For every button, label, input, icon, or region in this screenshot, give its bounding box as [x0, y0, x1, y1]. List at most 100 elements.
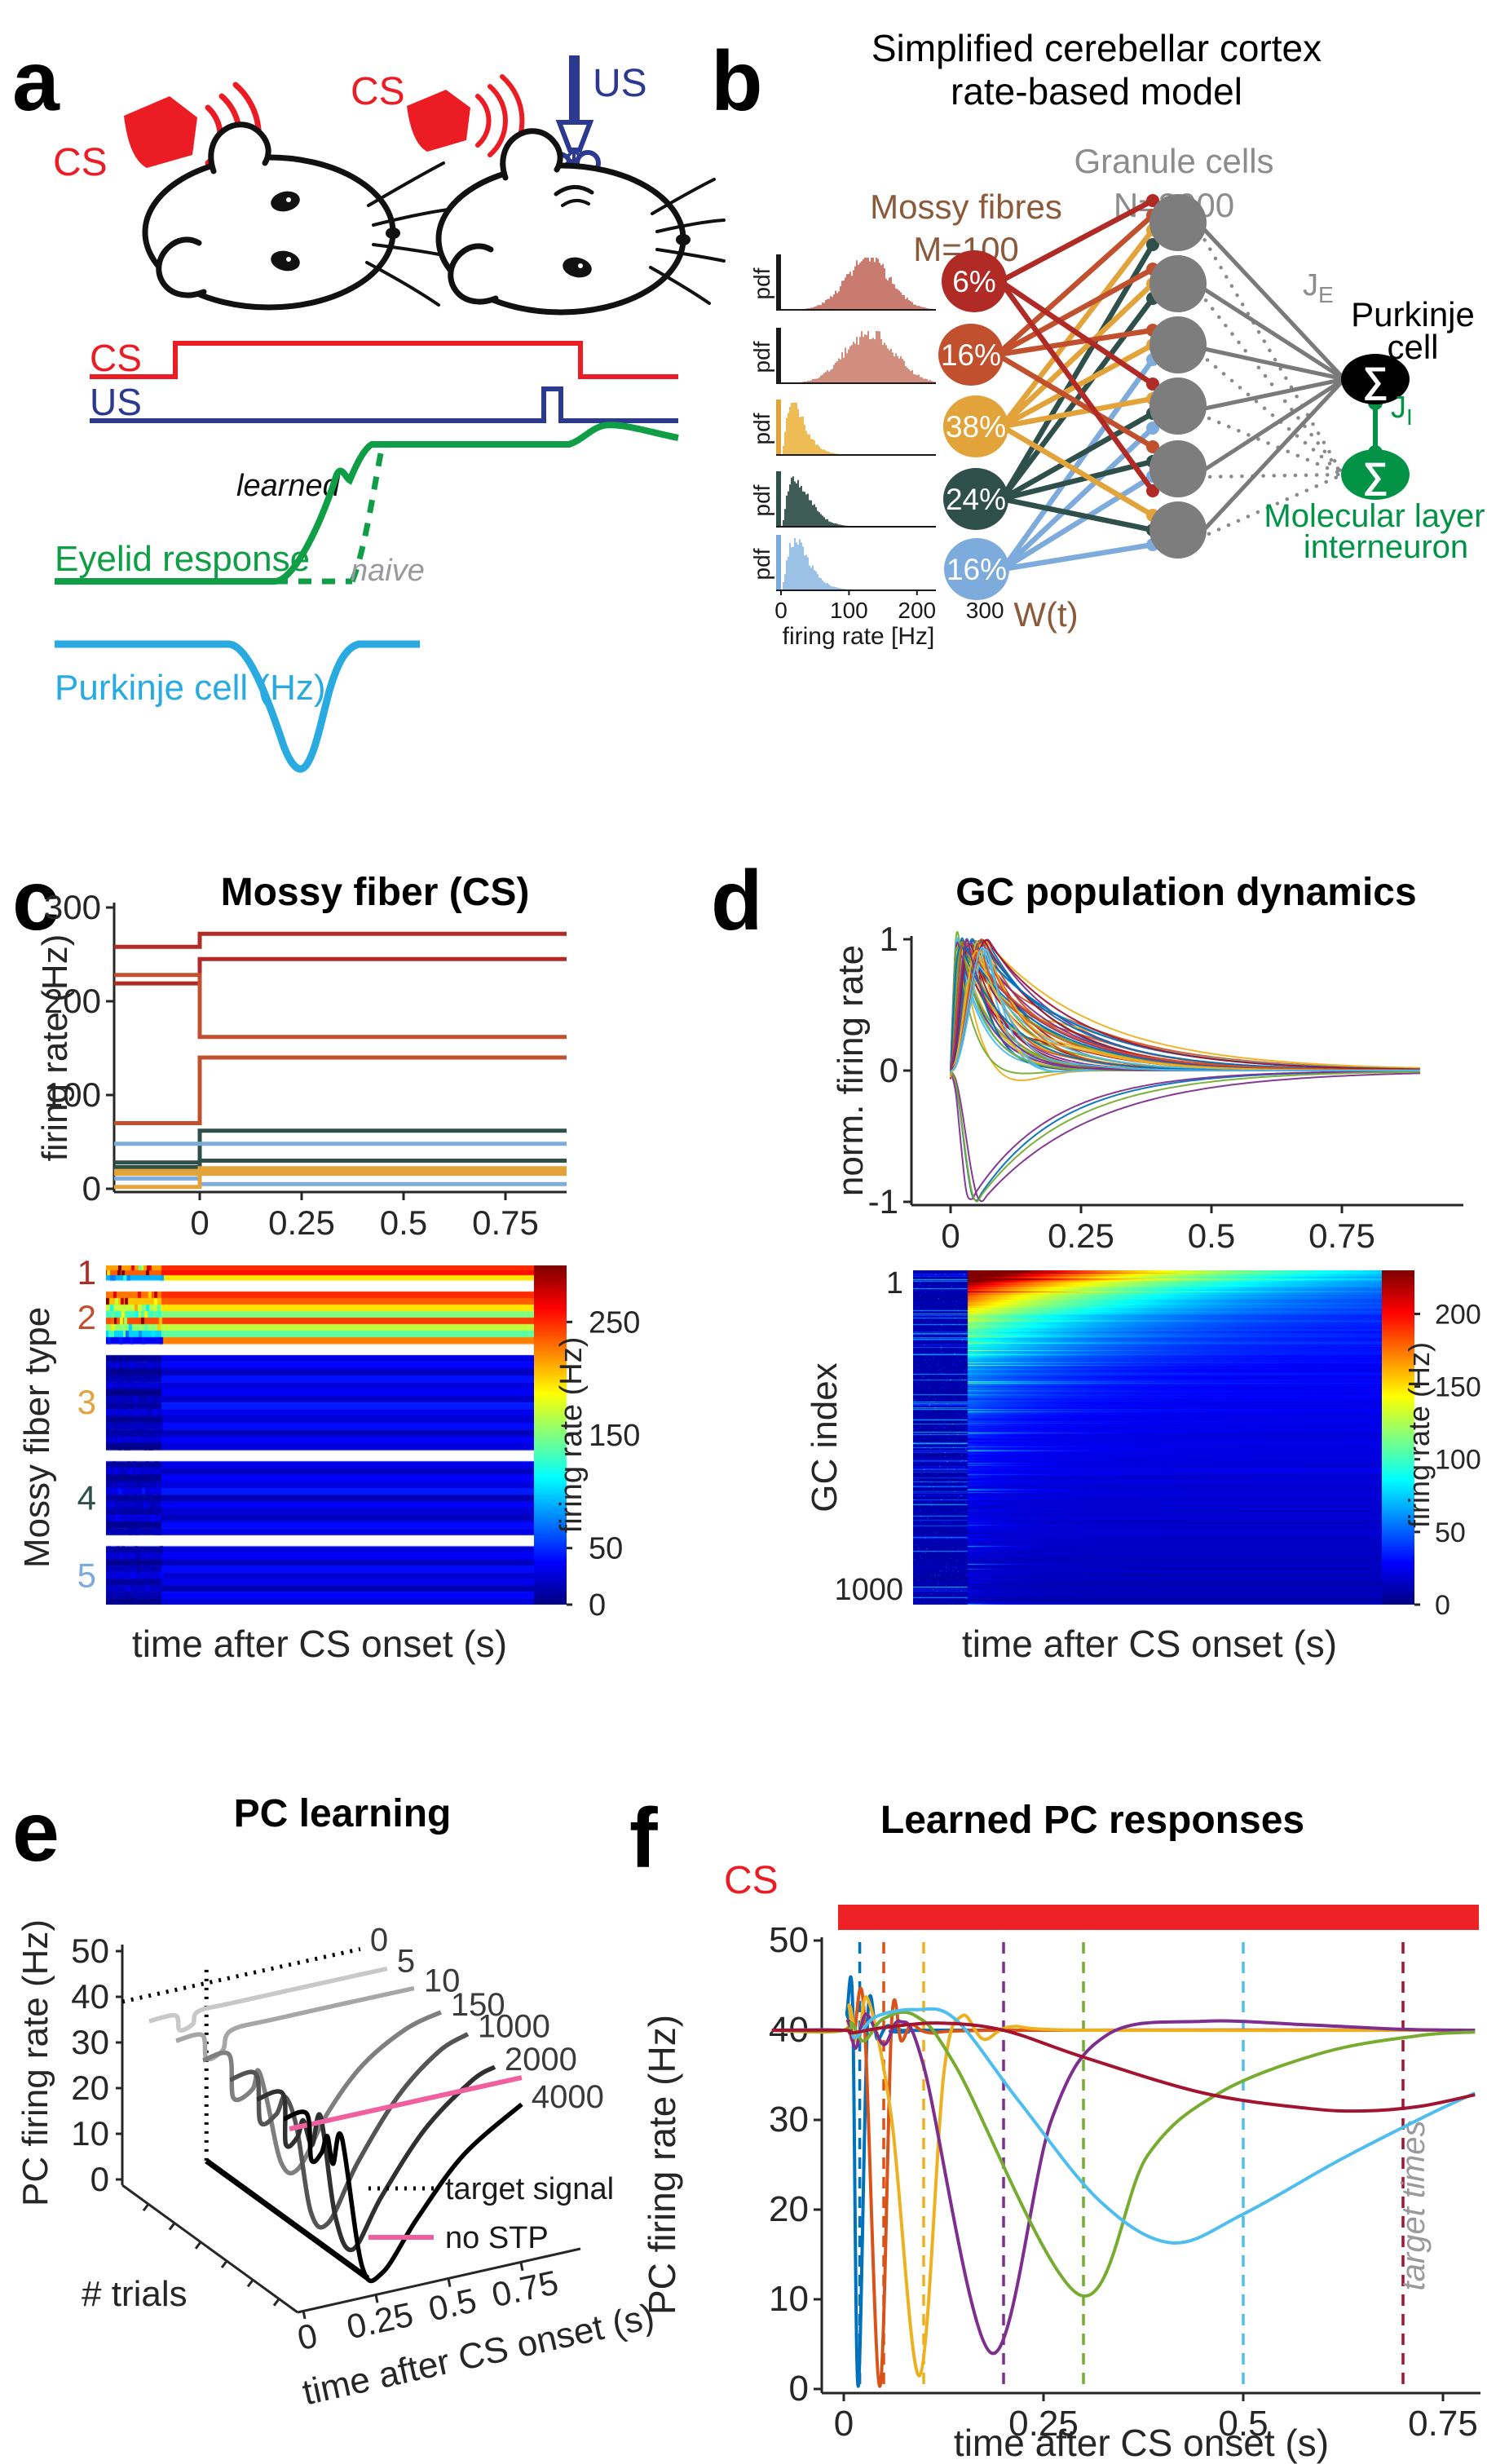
- svg-text:5: 5: [397, 1943, 415, 1979]
- eyelid-naive-trace: [275, 453, 384, 585]
- learned-pc-trace: [771, 2007, 1476, 2245]
- panel-b-title-2: rate-based model: [951, 70, 1242, 113]
- svg-text:1: 1: [886, 1266, 903, 1300]
- svg-text:50: 50: [769, 1920, 809, 1960]
- panel-d-letter: d: [711, 854, 763, 948]
- mossy-fiber-node: [943, 395, 1008, 457]
- panel-f-letter: f: [629, 1791, 658, 1886]
- mossy-fiber-percentage: 6%: [952, 265, 995, 298]
- svg-text:200: 200: [898, 598, 936, 623]
- cs-trace: [90, 341, 678, 379]
- learned-label: learned: [236, 469, 342, 503]
- svg-text:firing rate (Hz): firing rate (Hz): [1402, 1342, 1436, 1528]
- gc-heatmap-labels: 1 1000 GC index time after CS onset (s) 0 50 1…: [805, 1266, 1481, 1665]
- pc-learning-trace: [283, 2102, 523, 2284]
- svg-text:200: 200: [44, 982, 101, 1020]
- svg-text:2000: 2000: [505, 2042, 577, 2078]
- svg-text:250: 250: [589, 1305, 640, 1340]
- svg-text:0.25: 0.25: [268, 1203, 335, 1242]
- svg-text:0: 0: [589, 1588, 606, 1623]
- mossy-heatmap-colorbar: [534, 1265, 567, 1605]
- weight-label: W(t): [1013, 595, 1078, 634]
- svg-text:0.75: 0.75: [1308, 1217, 1375, 1255]
- network-diagram: 6% 16% 38% 24% 16% ∑ ∑: [938, 194, 1410, 600]
- granule-cell-node: [1149, 255, 1207, 312]
- learned-pc-trace: [771, 1986, 1476, 2388]
- svg-text:0: 0: [880, 1051, 898, 1089]
- svg-text:0: 0: [774, 598, 788, 623]
- cs-speaker-icon-2: [407, 74, 525, 167]
- svg-text:100: 100: [1435, 1445, 1481, 1476]
- svg-text:time after CS onset (s): time after CS onset (s): [962, 1623, 1337, 1665]
- svg-text:10: 10: [71, 2114, 109, 2153]
- svg-text:Mossy fiber (CS): Mossy fiber (CS): [221, 871, 530, 914]
- svg-text:0.5: 0.5: [426, 2281, 480, 2328]
- mouse-1: [142, 121, 457, 311]
- pc-learning-trace: [148, 1966, 388, 2033]
- gc-heatmap: [913, 1270, 1386, 1605]
- svg-text:4: 4: [77, 1478, 96, 1517]
- svg-text:0.5: 0.5: [380, 1203, 427, 1242]
- svg-text:no STP: no STP: [445, 2221, 549, 2255]
- svg-text:0.25: 0.25: [343, 2295, 417, 2347]
- svg-text:0: 0: [834, 2404, 854, 2444]
- mli-label-1: Molecular layer: [1264, 498, 1485, 534]
- granule-cell-node: [1149, 378, 1207, 435]
- purkinje-cell-node: [1341, 354, 1410, 404]
- mouse-2: [435, 128, 726, 316]
- svg-text:∑: ∑: [1362, 456, 1388, 496]
- svg-text:100: 100: [44, 1075, 101, 1114]
- svg-text:norm. firing rate: norm. firing rate: [831, 945, 871, 1196]
- panel-a: a CS: [12, 34, 726, 773]
- svg-text:4000: 4000: [532, 2079, 604, 2115]
- pdf-axis-label: pdf: [749, 341, 774, 373]
- pdf-axis-label: pdf: [749, 548, 774, 580]
- panel-b-letter: b: [711, 34, 763, 129]
- eyelid-learned-trace: [55, 422, 679, 585]
- pdf-axis-label: pdf: [749, 267, 774, 299]
- svg-text:0: 0: [1435, 1590, 1450, 1621]
- svg-text:20: 20: [71, 2069, 109, 2107]
- svg-text:PC learning: PC learning: [234, 1792, 452, 1835]
- svg-text:50: 50: [1435, 1517, 1466, 1548]
- cs-stim-label-2: CS: [351, 70, 405, 113]
- svg-text:0.5: 0.5: [1218, 2404, 1268, 2444]
- mli-node: [1341, 449, 1410, 500]
- svg-text:-1: -1: [868, 1182, 898, 1221]
- svg-text:GC population dynamics: GC population dynamics: [955, 871, 1416, 914]
- svg-text:40: 40: [71, 1977, 109, 2016]
- svg-text:0.75: 0.75: [488, 2263, 562, 2314]
- svg-text:target signal: target signal: [445, 2172, 614, 2206]
- svg-text:20: 20: [769, 2189, 809, 2229]
- naive-label: naive: [351, 554, 425, 588]
- gc-heatmap-colorbar: [1382, 1270, 1414, 1605]
- pc-learning-trace: [229, 2032, 470, 2230]
- svg-text:150: 150: [589, 1419, 640, 1453]
- panel-c-letter: c: [12, 854, 60, 948]
- svg-text:firing rate (Hz): firing rate (Hz): [35, 934, 75, 1162]
- purkinje-cell-label-1: Purkinje: [1351, 295, 1475, 333]
- cs-bar: [838, 1905, 1479, 1930]
- svg-text:0.25: 0.25: [1008, 2404, 1079, 2444]
- svg-text:0: 0: [190, 1203, 209, 1242]
- svg-text:5: 5: [77, 1556, 96, 1594]
- pc-learning-trace: [202, 2010, 443, 2176]
- svg-text:30: 30: [71, 2023, 109, 2061]
- panel-b: b Simplified cerebellar cortex rate-base…: [711, 27, 1485, 650]
- purkinje-label: Purkinje cell (Hz): [55, 668, 326, 708]
- svg-text:GC index: GC index: [805, 1362, 845, 1512]
- pc-learning-trace: [256, 2064, 496, 2253]
- mossy-fiber-node: [942, 250, 1007, 312]
- mossy-fiber-cs-plot: Mossy fiber (CS) 0 100 200 300 0 0.25 0.5 0.75 fi…: [35, 871, 567, 1242]
- svg-text:∑: ∑: [1362, 360, 1388, 400]
- svg-text:0.25: 0.25: [1048, 1217, 1114, 1255]
- svg-text:0: 0: [941, 1217, 960, 1255]
- svg-text:150: 150: [451, 1987, 505, 2023]
- svg-text:1: 1: [880, 920, 898, 958]
- svg-text:Learned PC responses: Learned PC responses: [880, 1799, 1304, 1842]
- mossy-fiber-percentage: 24%: [946, 483, 1006, 516]
- mli-label-2: interneuron: [1304, 529, 1468, 565]
